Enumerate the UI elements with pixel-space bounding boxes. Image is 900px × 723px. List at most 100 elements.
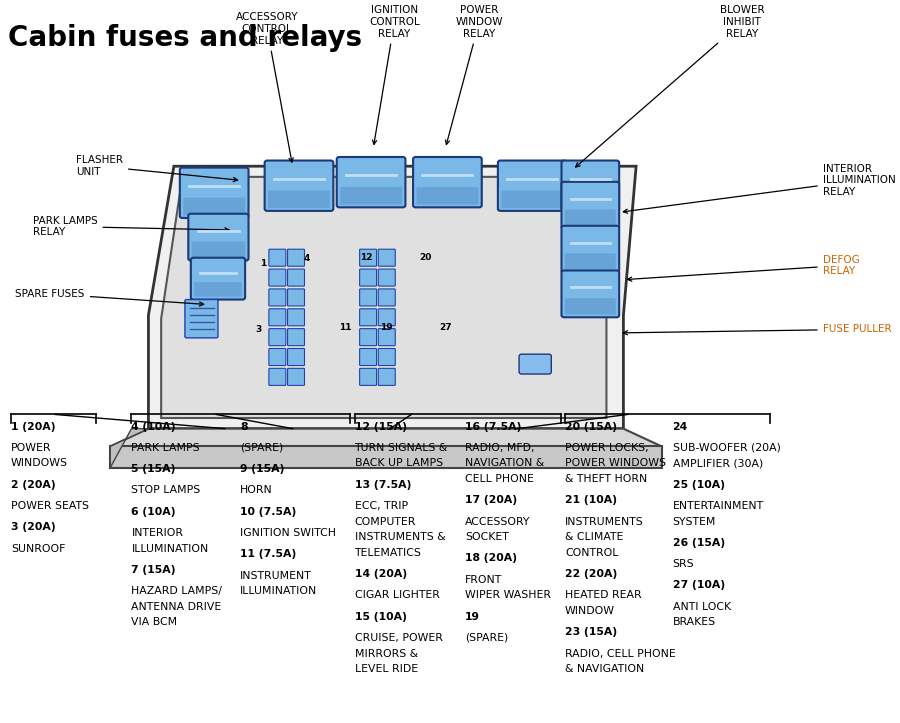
Text: SYSTEM: SYSTEM [672,517,716,526]
Text: 27 (10A): 27 (10A) [672,581,724,591]
Text: 4 (10A): 4 (10A) [131,422,176,432]
FancyBboxPatch shape [565,254,616,270]
Text: 20: 20 [419,253,432,262]
FancyBboxPatch shape [269,269,286,286]
Text: SUB-WOOFER (20A): SUB-WOOFER (20A) [672,442,780,453]
FancyBboxPatch shape [565,298,616,315]
Text: TELEMATICS: TELEMATICS [355,548,421,558]
Text: 12 (15A): 12 (15A) [355,422,407,432]
FancyBboxPatch shape [565,210,616,226]
Text: POWER WINDOWS: POWER WINDOWS [565,458,666,469]
FancyBboxPatch shape [360,348,376,366]
Text: (SPARE): (SPARE) [464,633,508,643]
Text: HEATED REAR: HEATED REAR [565,591,642,600]
Text: 11 (7.5A): 11 (7.5A) [240,549,296,559]
FancyBboxPatch shape [287,289,304,306]
Text: 27: 27 [439,322,452,332]
Text: (SPARE): (SPARE) [240,442,284,453]
Text: WINDOW: WINDOW [565,606,615,616]
FancyBboxPatch shape [191,257,245,299]
FancyBboxPatch shape [360,269,376,286]
Polygon shape [161,177,611,418]
FancyBboxPatch shape [180,168,248,218]
Text: FLASHER
UNIT: FLASHER UNIT [76,155,238,181]
FancyBboxPatch shape [562,270,619,317]
Text: CRUISE, POWER: CRUISE, POWER [355,633,443,643]
Text: PARK LAMPS
RELAY: PARK LAMPS RELAY [32,215,230,237]
Text: & THEFT HORN: & THEFT HORN [565,474,647,484]
Text: 19: 19 [464,612,480,622]
Text: POWER: POWER [11,442,51,453]
Text: 22 (20A): 22 (20A) [565,569,617,579]
Text: BRAKES: BRAKES [672,617,716,628]
Text: 12: 12 [360,253,373,262]
Text: 5 (15A): 5 (15A) [131,464,176,474]
FancyBboxPatch shape [287,269,304,286]
Text: ANTI LOCK: ANTI LOCK [672,602,731,612]
Text: ECC, TRIP: ECC, TRIP [355,501,408,511]
Text: DEFOG
RELAY: DEFOG RELAY [627,254,860,281]
Text: CELL PHONE: CELL PHONE [464,474,534,484]
Text: INSTRUMENTS &: INSTRUMENTS & [355,532,446,542]
Text: 16 (7.5A): 16 (7.5A) [464,422,521,432]
Text: ACCESSORY
CONTROL
RELAY: ACCESSORY CONTROL RELAY [236,12,299,162]
Text: COMPUTER: COMPUTER [355,517,416,526]
Text: 17 (20A): 17 (20A) [464,495,517,505]
FancyBboxPatch shape [413,157,482,208]
FancyBboxPatch shape [192,241,245,257]
FancyBboxPatch shape [360,249,376,266]
FancyBboxPatch shape [562,161,619,211]
FancyBboxPatch shape [188,214,248,260]
Polygon shape [111,429,148,468]
FancyBboxPatch shape [265,161,333,211]
FancyBboxPatch shape [287,309,304,326]
Text: VIA BCM: VIA BCM [131,617,177,628]
Text: AMPLIFIER (30A): AMPLIFIER (30A) [672,458,763,469]
Text: IGNITION SWITCH: IGNITION SWITCH [240,528,336,538]
Text: Cabin fuses and relays: Cabin fuses and relays [8,25,363,52]
FancyBboxPatch shape [360,289,376,306]
Text: 23 (15A): 23 (15A) [565,628,617,637]
Text: 6 (10A): 6 (10A) [131,507,176,517]
FancyBboxPatch shape [378,249,395,266]
Text: ANTENNA DRIVE: ANTENNA DRIVE [131,602,221,612]
FancyBboxPatch shape [378,329,395,346]
Text: CONTROL: CONTROL [565,548,618,558]
Text: 25 (10A): 25 (10A) [672,480,724,489]
Text: ILLUMINATION: ILLUMINATION [131,544,209,554]
Text: 19: 19 [381,322,393,332]
FancyBboxPatch shape [378,348,395,366]
FancyBboxPatch shape [269,329,286,346]
FancyBboxPatch shape [287,249,304,266]
Text: PARK LAMPS: PARK LAMPS [131,442,200,453]
Text: 1: 1 [260,259,266,268]
FancyBboxPatch shape [498,161,567,211]
FancyBboxPatch shape [565,190,616,208]
Text: 11: 11 [339,322,352,332]
FancyBboxPatch shape [269,348,286,366]
Text: STOP LAMPS: STOP LAMPS [131,485,201,495]
Text: BACK UP LAMPS: BACK UP LAMPS [355,458,443,469]
FancyBboxPatch shape [287,368,304,385]
Text: 4: 4 [304,254,310,263]
FancyBboxPatch shape [269,368,286,385]
Text: & NAVIGATION: & NAVIGATION [565,664,644,674]
Text: FRONT: FRONT [464,575,502,585]
FancyBboxPatch shape [378,289,395,306]
FancyBboxPatch shape [360,309,376,326]
Text: ACCESSORY: ACCESSORY [464,517,530,526]
Text: FUSE PULLER: FUSE PULLER [624,325,891,335]
FancyBboxPatch shape [378,368,395,385]
Text: 9 (15A): 9 (15A) [240,464,284,474]
Text: SUNROOF: SUNROOF [11,544,66,554]
FancyBboxPatch shape [360,329,376,346]
Text: HAZARD LAMPS/: HAZARD LAMPS/ [131,586,222,596]
FancyBboxPatch shape [287,348,304,366]
Text: RADIO, CELL PHONE: RADIO, CELL PHONE [565,649,676,659]
Text: TURN SIGNALS &: TURN SIGNALS & [355,442,448,453]
Text: 15 (10A): 15 (10A) [355,612,407,622]
Polygon shape [148,166,636,429]
FancyBboxPatch shape [562,181,619,228]
FancyBboxPatch shape [417,187,479,205]
FancyBboxPatch shape [378,269,395,286]
